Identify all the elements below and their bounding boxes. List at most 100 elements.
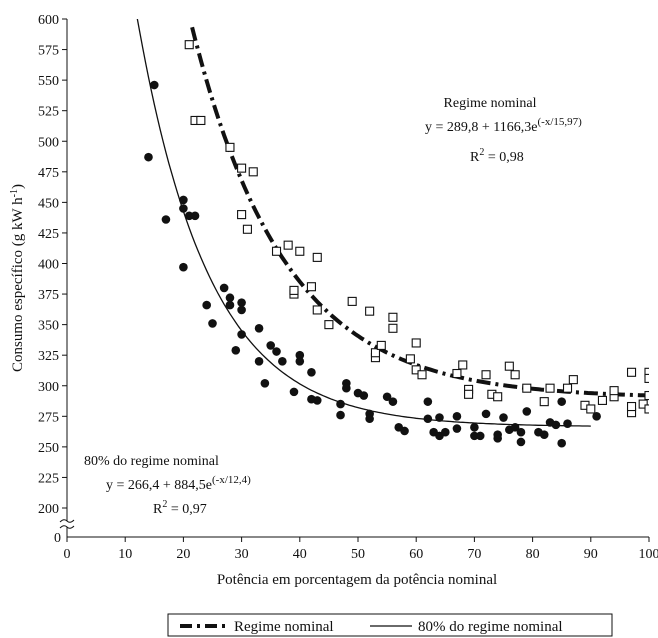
annotation-80-eq-exp: (-x/12,4)	[212, 474, 251, 486]
data-point-regime-nominal	[545, 383, 555, 393]
data-point-80-percent	[539, 430, 549, 439]
data-point-80-percent	[481, 409, 491, 419]
data-point-80-percent	[295, 350, 305, 360]
legend: Regime nominal 80% do regime nominal	[167, 613, 613, 637]
legend-box	[167, 613, 613, 637]
annotation-nominal-r2-base: R	[470, 150, 480, 165]
data-point-regime-nominal	[283, 240, 293, 250]
data-point-regime-nominal	[522, 383, 532, 393]
y-ticks: 200 225 250 275 300 325 350 375 400 425 450 475 500 5…	[38, 13, 67, 517]
data-point-regime-nominal	[388, 312, 398, 322]
annotation-nominal-title: Regime nominal	[444, 96, 537, 111]
y-tick-label: 275	[38, 410, 59, 425]
data-point-regime-nominal	[464, 389, 474, 399]
x-tick-label: 90	[584, 547, 598, 562]
data-point-regime-nominal	[510, 370, 520, 380]
y-tick-label: 375	[38, 288, 59, 303]
y-axis-label: Consumo específico (g kW h-1)	[9, 184, 26, 372]
data-point-regime-nominal	[609, 386, 619, 396]
data-point-regime-nominal	[237, 210, 247, 220]
data-point-80-percent	[231, 345, 241, 355]
y-axis-label-sup: -1	[9, 189, 20, 197]
data-point-regime-nominal	[271, 246, 282, 256]
data-point-regime-nominal	[411, 338, 421, 348]
y-tick-label: 300	[38, 380, 59, 395]
data-point-regime-nominal	[644, 390, 649, 401]
x-tick-label: 50	[351, 547, 365, 562]
annotation-nominal-r2-val: = 0,98	[484, 150, 523, 165]
data-point-regime-nominal	[324, 320, 334, 330]
annotation-nominal-r2: R2 = 0,98	[470, 147, 524, 165]
annotation-80-r2-sup: 2	[162, 499, 167, 510]
data-point-regime-nominal	[493, 392, 503, 402]
annotation-80-equation: y = 266,4 + 884,5e(-x/12,4)	[106, 474, 251, 493]
data-point-80-percent	[522, 407, 532, 416]
data-point-80-percent	[237, 298, 246, 307]
y-tick-label: 425	[38, 227, 59, 242]
y-tick-label: 450	[38, 196, 59, 211]
data-point-regime-nominal	[248, 167, 258, 177]
y-tick-label: 325	[38, 349, 59, 364]
y-tick-label: 575	[38, 44, 59, 59]
data-point-regime-nominal	[225, 142, 235, 152]
data-point-regime-nominal	[289, 285, 299, 295]
data-point-regime-nominal	[405, 354, 415, 364]
x-ticks: 0 10 20 30 40 50 60 70 80 90 100	[64, 537, 658, 562]
data-point-regime-nominal	[312, 305, 322, 315]
data-point-80-percent	[260, 379, 270, 388]
x-tick-label: 100	[639, 547, 658, 562]
data-point-80-percent	[336, 399, 345, 409]
fit-line-80-percent	[136, 19, 591, 427]
data-point-regime-nominal	[452, 368, 462, 379]
data-point-80-percent	[237, 305, 246, 315]
data-point-80-percent	[435, 413, 444, 422]
data-point-80-percent	[382, 392, 392, 402]
annotation-regime-nominal: Regime nominal y = 289,8 + 1166,3e(-x/15…	[425, 96, 582, 165]
y-tick-label: 250	[38, 441, 59, 456]
x-tick-label: 0	[64, 547, 71, 562]
series-80-percent	[144, 80, 601, 448]
data-point-80-percent	[551, 420, 561, 430]
y-tick-label: 200	[38, 502, 59, 517]
data-point-80-percent	[499, 413, 508, 422]
annotation-nominal-r2-sup: 2	[479, 147, 484, 158]
legend-label-80-percent: 80% do regime nominal	[418, 619, 563, 635]
x-tick-label: 20	[176, 547, 190, 562]
annotation-80-percent: 80% do regime nominal y = 266,4 + 884,5e…	[84, 454, 251, 517]
data-point-80-percent	[161, 215, 171, 224]
data-point-regime-nominal	[242, 224, 252, 234]
data-point-80-percent	[336, 410, 345, 420]
data-point-regime-nominal	[196, 115, 206, 126]
y-tick-label: 550	[38, 74, 59, 89]
data-point-80-percent	[254, 323, 264, 333]
data-point-80-percent	[219, 283, 229, 293]
data-point-80-percent	[208, 319, 217, 328]
data-point-80-percent	[510, 423, 520, 432]
data-point-80-percent	[179, 195, 188, 205]
data-point-regime-nominal	[562, 383, 573, 393]
y-axis-label-main: Consumo específico (g kW h	[10, 197, 26, 372]
data-point-regime-nominal	[411, 365, 421, 375]
annotation-80-r2: R2 = 0,97	[153, 499, 207, 517]
annotation-nominal-eq-base: y = 289,8 + 1166,3e	[425, 120, 538, 135]
data-point-80-percent	[266, 341, 276, 350]
data-point-80-percent	[225, 293, 235, 303]
data-point-80-percent	[592, 412, 601, 421]
data-point-regime-nominal	[237, 163, 247, 173]
data-point-80-percent	[225, 300, 235, 310]
data-point-80-percent	[365, 414, 374, 424]
data-point-80-percent	[563, 419, 572, 428]
series-regime-nominal	[184, 40, 649, 418]
data-point-80-percent	[441, 427, 450, 437]
annotation-80-eq-base: y = 266,4 + 884,5e	[106, 478, 212, 493]
annotation-nominal-equation: y = 289,8 + 1166,3e(-x/15,97)	[425, 116, 582, 135]
data-point-80-percent	[423, 397, 433, 406]
data-point-regime-nominal	[417, 370, 427, 380]
data-point-80-percent	[295, 357, 305, 366]
data-point-80-percent	[452, 424, 462, 433]
fit-line-regime-nominal	[190, 26, 649, 398]
data-point-80-percent	[307, 368, 316, 377]
data-point-regime-nominal	[644, 373, 649, 383]
data-point-80-percent	[312, 396, 322, 405]
